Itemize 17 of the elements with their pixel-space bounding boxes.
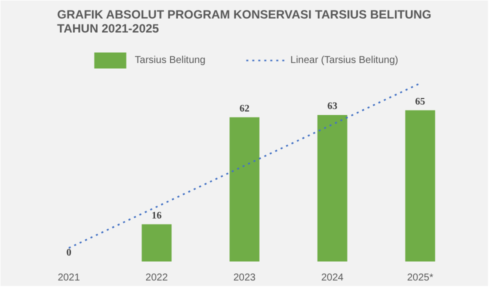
data-label: 16: [152, 210, 162, 222]
x-tick-label: 2021: [58, 272, 80, 284]
data-label: 65: [415, 96, 426, 108]
legend-label: Tarsius Belitung: [134, 54, 206, 66]
chart-title: GRAFIK ABSOLUT PROGRAM KONSERVASI TARSIUS BELITUNG TAHUN 2021-2025: [57, 8, 432, 36]
data-label: 62: [240, 103, 250, 114]
bar: [142, 224, 172, 262]
x-tick-label: 2025*: [407, 272, 434, 284]
legend-label: Linear (Tarsius Belitung): [290, 54, 398, 66]
x-tick-label: 2024: [321, 272, 344, 284]
data-label: 0: [66, 248, 72, 258]
x-tick-label: 2022: [146, 272, 168, 284]
bar: [230, 117, 260, 262]
bar: [405, 110, 436, 262]
x-tick-label: 2023: [233, 272, 256, 284]
data-label: 63: [327, 100, 338, 112]
bar: [317, 114, 348, 262]
